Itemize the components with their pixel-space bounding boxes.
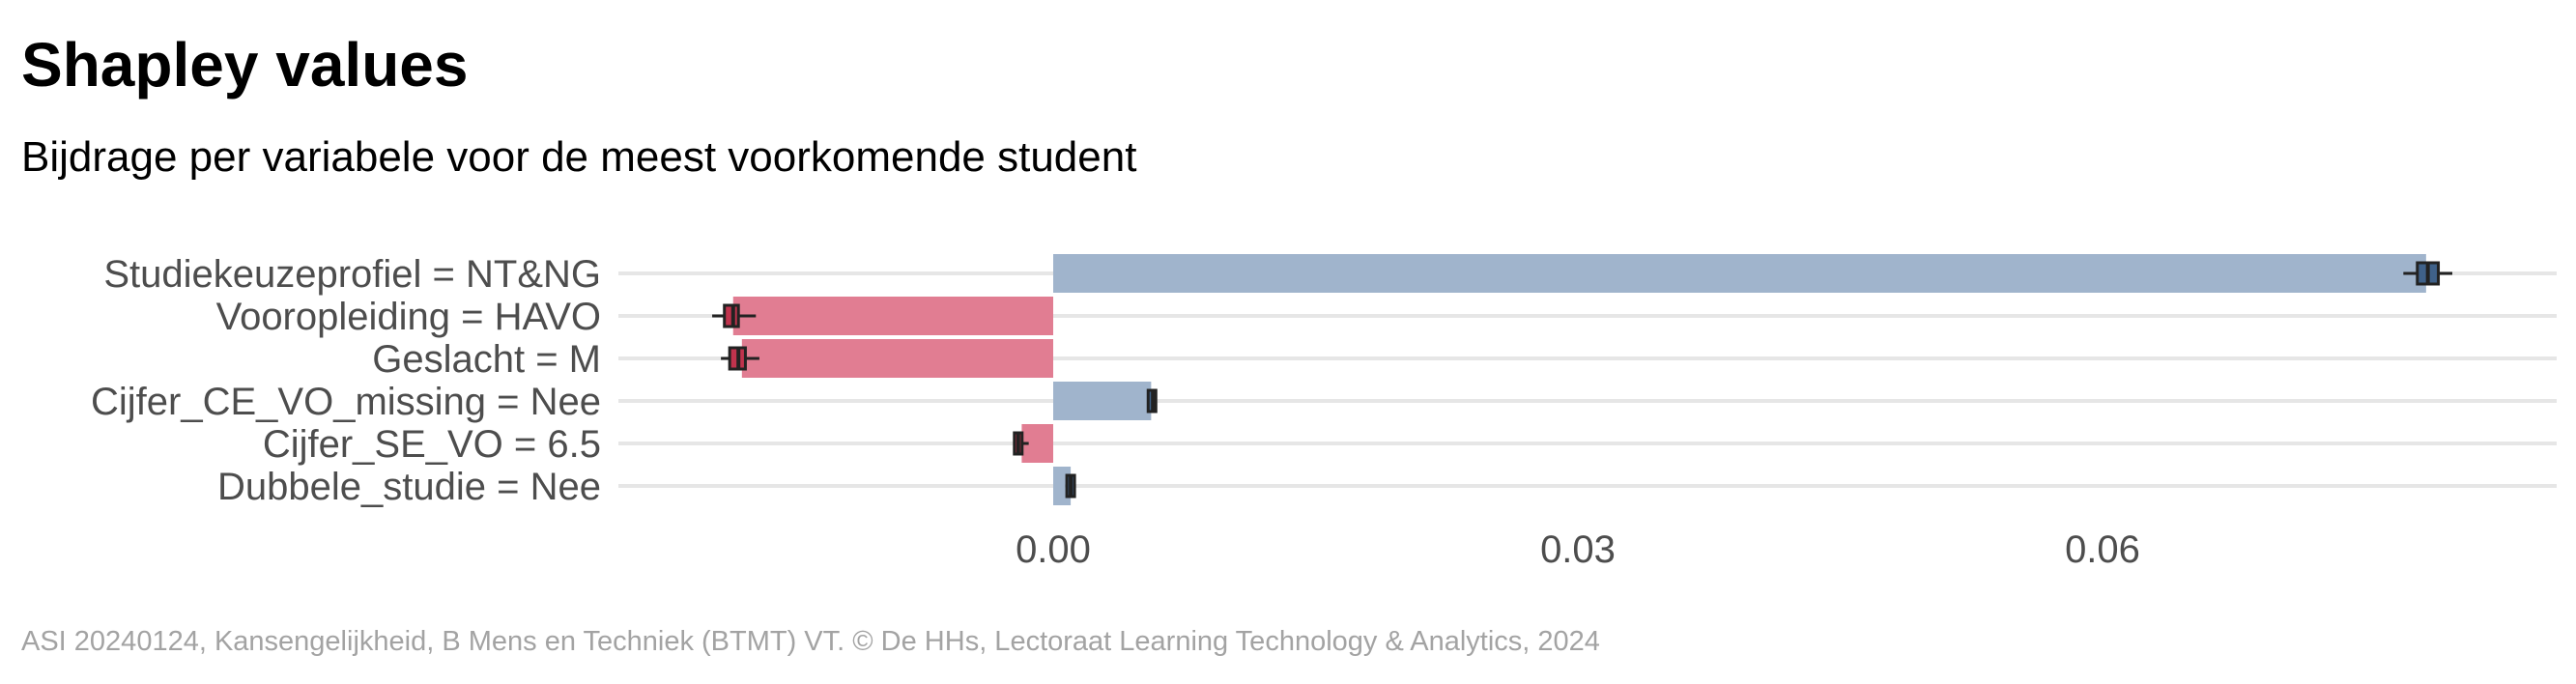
chart-subtitle: Bijdrage per variabele voor de meest voo… [21, 133, 1137, 181]
bar [732, 297, 1053, 335]
x-tick-label: 0.06 [2065, 528, 2140, 571]
category-label: Dubbele_studie = Nee [217, 466, 601, 508]
category-labels: Studiekeuzeprofiel = NT&NGVooropleiding … [91, 253, 601, 508]
bar [1053, 382, 1152, 420]
bar [741, 339, 1053, 378]
chart-title: Shapley values [21, 30, 469, 100]
bar [1053, 254, 2426, 293]
x-tick-label: 0.00 [1016, 528, 1091, 571]
x-tick-label: 0.03 [1540, 528, 1616, 571]
category-label: Cijfer_SE_VO = 6.5 [263, 423, 601, 466]
x-axis-ticks: 0.00 0.03 0.06 [1016, 528, 2140, 571]
chart-caption: ASI 20240124, Kansengelijkheid, B Mens e… [21, 626, 1600, 657]
category-label: Geslacht = M [372, 338, 601, 381]
bars [732, 254, 2426, 505]
category-label: Cijfer_CE_VO_missing = Nee [91, 381, 601, 423]
category-label: Studiekeuzeprofiel = NT&NG [103, 253, 601, 296]
category-label: Vooropleiding = HAVO [216, 296, 601, 338]
boxplots [712, 261, 2452, 499]
